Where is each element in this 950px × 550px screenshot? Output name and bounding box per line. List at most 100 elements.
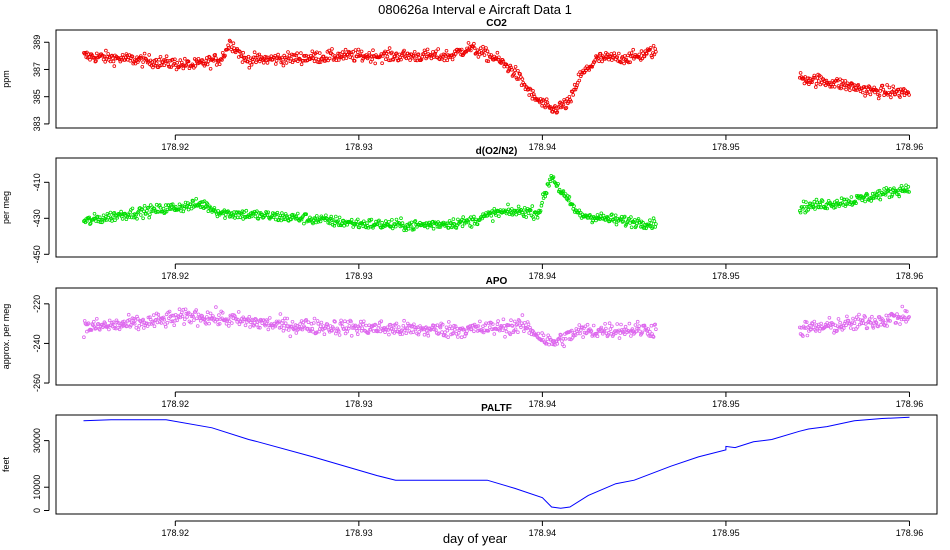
data-point [567,95,572,99]
data-point [547,184,551,188]
data-point [336,51,340,56]
data-point [393,52,398,56]
data-point [412,227,416,232]
data-point [184,63,189,67]
data-point [648,329,652,334]
data-point [173,204,178,209]
data-point [173,63,178,67]
data-point [318,60,323,64]
data-point [480,216,485,221]
data-point [517,319,522,323]
data-point [840,201,845,205]
data-point [359,49,364,54]
data-point [819,321,823,326]
data-point [497,55,501,60]
data-point [240,60,245,64]
data-point [587,68,591,72]
data-point [213,52,218,57]
data-point [299,51,303,55]
data-point [614,222,619,227]
data-point [205,202,210,207]
data-point [841,326,846,330]
data-point [114,318,119,323]
data-point [148,212,152,217]
data-point [886,318,891,323]
y-tick-label: 30000 [32,428,42,453]
data-point [339,318,343,323]
data-point [865,326,870,330]
data-point [422,48,427,53]
data-point [469,225,474,229]
data-point [629,334,633,338]
data-point [396,58,401,62]
x-tick-label: 178.96 [896,399,924,409]
data-point [147,53,152,57]
data-point [189,202,193,207]
data-point [907,93,911,97]
data-point [578,74,583,79]
data-point [96,321,101,326]
data-point [446,320,451,324]
data-point [642,323,647,328]
panel-1: d(O2/N2) per meg -450 -430 -410 178.92 178.93 1… [1,146,938,281]
data-point [598,51,603,56]
data-point [284,61,289,65]
data-point [887,85,892,90]
data-point [514,212,519,217]
data-point [383,330,387,335]
data-point [274,212,279,217]
data-point [627,321,632,326]
data-point [466,220,471,225]
data-point [898,322,902,326]
data-point [205,310,210,315]
data-point [437,331,441,336]
data-point [333,319,337,324]
data-point [353,48,358,52]
data-point [888,319,892,323]
data-point [357,225,362,230]
data-point [162,317,167,322]
data-point [361,56,365,61]
data-point [829,325,833,330]
data-point [217,62,222,66]
data-point [399,53,404,58]
data-point [292,215,297,219]
data-point [178,58,183,62]
data-point [169,319,174,324]
data-point [126,312,131,317]
data-point [198,205,203,210]
data-point [431,323,436,328]
x-tick-label: 178.95 [712,399,740,409]
data-point [113,323,117,328]
data-point [412,53,416,58]
data-point [438,225,443,229]
data-point [535,215,540,220]
data-point [202,63,207,68]
data-point [139,54,143,58]
data-point [181,66,186,71]
data-point [92,212,97,216]
data-point [638,56,642,60]
data-point [591,323,596,328]
data-point [838,86,843,91]
data-point [334,58,339,62]
data-point [417,329,422,334]
data-point [319,320,324,325]
data-point [863,322,868,326]
data-point [606,216,610,220]
data-point [870,314,874,319]
data-point [337,51,342,56]
data-point [276,52,280,57]
data-point [840,78,845,83]
data-point [510,324,515,328]
data-point [607,321,612,326]
data-point [506,202,510,207]
data-point [877,93,882,98]
data-point [236,317,240,322]
data-point [311,321,316,325]
data-point [632,56,636,61]
data-point [613,213,618,218]
x-tick-label: 178.94 [529,271,557,281]
data-point [577,323,582,327]
data-point [165,320,170,325]
